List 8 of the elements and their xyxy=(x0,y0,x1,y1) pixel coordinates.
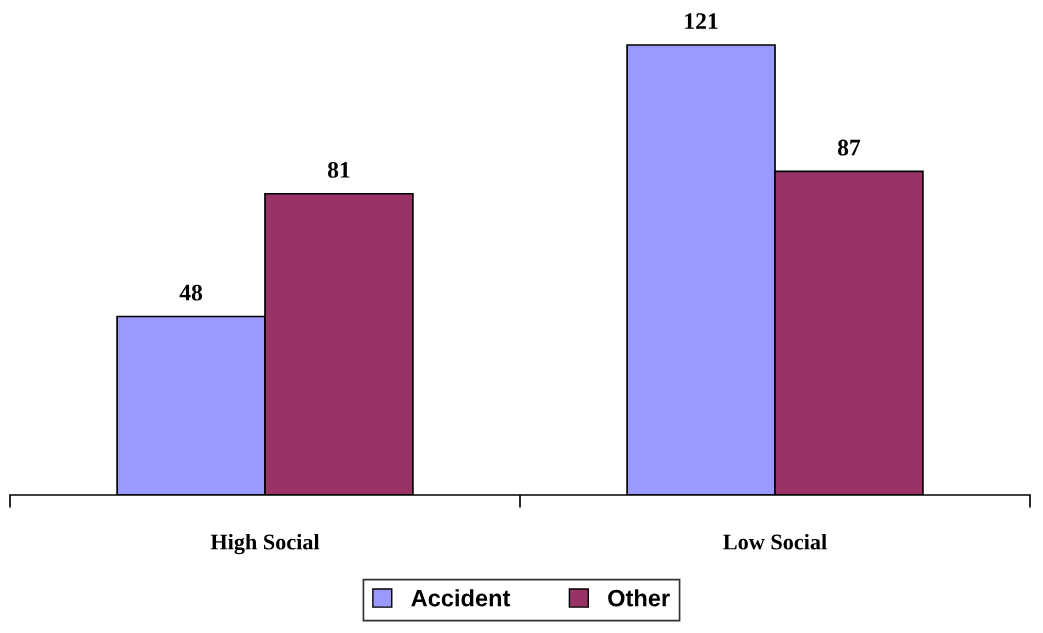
data-label: 87 xyxy=(837,139,861,156)
legend-label: Other xyxy=(608,589,670,607)
legend-label: Accident xyxy=(411,589,511,607)
x-tick-label: Low Social xyxy=(723,533,827,550)
data-label: 48 xyxy=(179,284,203,301)
data-label: 81 xyxy=(327,161,350,178)
x-tick-label: High Social xyxy=(210,533,320,555)
data-label: 121 xyxy=(685,13,718,29)
